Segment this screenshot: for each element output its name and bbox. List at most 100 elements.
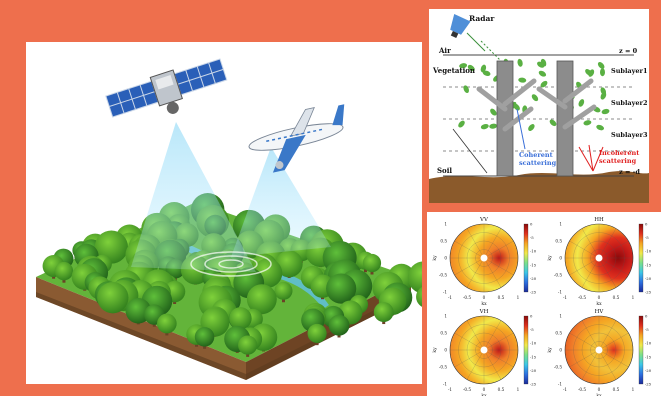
x-tick-label: -0.5 xyxy=(578,295,586,300)
x-tick-label: 0 xyxy=(598,387,601,392)
x-tick-label: -1 xyxy=(563,295,567,300)
polar-plot-title: VH xyxy=(479,309,489,315)
colorbar-tick-label: -20 xyxy=(645,368,652,373)
tree xyxy=(246,284,277,315)
x-tick-label: -1 xyxy=(448,295,452,300)
y-tick-label: 0.5 xyxy=(440,331,447,336)
leaf xyxy=(480,64,487,73)
coherent-scattering-arrow xyxy=(516,108,526,150)
tree xyxy=(307,323,327,343)
leaf xyxy=(518,77,527,83)
colorbar xyxy=(638,223,644,293)
y-axis-label: ky xyxy=(547,347,553,353)
y-tick-label: 0.5 xyxy=(555,239,562,244)
y-tick-label: -0.5 xyxy=(554,365,562,370)
colorbar-tick-label: -25 xyxy=(530,382,537,387)
tree xyxy=(54,261,74,281)
incident-wave-arrow xyxy=(466,32,486,52)
forest-illustration-panel xyxy=(26,42,422,384)
colorbar-tick-label: 0 xyxy=(645,314,648,319)
tree-trunk xyxy=(556,60,574,177)
tree xyxy=(97,282,129,314)
scattering-model-diagram: Radar Air Vegetation Soil z = 0 z = -d S… xyxy=(429,13,649,203)
colorbar-tick-label: -15 xyxy=(530,262,537,267)
polar-plots-panel: VV -1 -0.5 0 0.5 1 kx 1 0.5 0 -0.5 -1 ky 0 -5 -10 -15 -20… xyxy=(427,212,661,396)
polar-plot-hv: HV -1 -0.5 0 0.5 1 kx 1 0.5 0 -0.5 -1 ky 0 -5 -10 -15 -20… xyxy=(547,309,652,396)
colorbar-tick-label: -15 xyxy=(530,354,537,359)
tree xyxy=(416,286,422,307)
polar-plot-title: HH xyxy=(594,217,604,223)
x-axis-label: kx xyxy=(596,301,602,307)
sublayer-2-label: Sublayer2 xyxy=(611,99,648,107)
y-axis-label: ky xyxy=(432,347,438,353)
y-tick-label: 0.5 xyxy=(555,331,562,336)
colorbar xyxy=(523,315,529,385)
leaf xyxy=(583,120,592,126)
y-tick-label: -1 xyxy=(443,382,447,387)
colorbar-tick-label: -20 xyxy=(530,368,537,373)
leaf xyxy=(538,70,547,77)
leaf xyxy=(467,64,475,72)
polar-plot-title: VV xyxy=(479,217,489,223)
scattering-model-panel: Radar Air Vegetation Soil z = 0 z = -d S… xyxy=(426,6,652,206)
radar-beams xyxy=(131,122,331,277)
vegetation-label: Vegetation xyxy=(432,66,475,75)
tree xyxy=(407,261,422,294)
x-tick-label: 0 xyxy=(483,387,486,392)
tree xyxy=(157,313,177,334)
tree xyxy=(274,281,293,300)
leaf xyxy=(588,69,595,77)
sublayer-1-label: Sublayer1 xyxy=(611,67,648,75)
incoherent-scattering-arrows xyxy=(578,144,604,172)
colorbar-tick-label: 0 xyxy=(530,222,533,227)
y-axis-label: ky xyxy=(547,255,553,261)
x-tick-label: 1 xyxy=(632,295,635,300)
leaf xyxy=(480,123,489,130)
x-axis-label: kx xyxy=(481,301,487,307)
tree-trunk xyxy=(496,60,514,177)
y-tick-label: -0.5 xyxy=(439,365,447,370)
y-tick-label: 1 xyxy=(559,222,562,227)
leaf xyxy=(517,58,523,67)
x-axis-label: kx xyxy=(481,393,487,396)
tree-branches xyxy=(476,78,597,132)
y-tick-label: 0 xyxy=(559,256,562,261)
x-tick-label: 0 xyxy=(598,295,601,300)
leaf xyxy=(528,124,535,131)
colorbar-tick-label: -20 xyxy=(645,276,652,281)
x-tick-label: 1 xyxy=(517,387,520,392)
leaf xyxy=(597,62,605,69)
leaf xyxy=(458,120,465,128)
y-tick-label: 0 xyxy=(444,256,447,261)
satellite-icon xyxy=(105,58,228,118)
x-tick-label: 0.5 xyxy=(613,387,620,392)
tree xyxy=(275,250,303,278)
x-tick-label: 0.5 xyxy=(613,295,620,300)
sublayer-3-label: Sublayer3 xyxy=(611,131,648,139)
radar-icon xyxy=(450,13,471,39)
x-tick-label: -1 xyxy=(563,387,567,392)
colorbar-tick-label: -5 xyxy=(645,327,649,332)
y-tick-label: -1 xyxy=(558,290,562,295)
colorbar-tick-label: 0 xyxy=(645,222,648,227)
tree xyxy=(362,253,382,273)
incoherent-label-line1: Incoherent xyxy=(599,149,639,157)
leaf xyxy=(459,63,468,69)
coherent-label-line2: scattering xyxy=(519,159,557,167)
leaf xyxy=(490,108,497,116)
y-tick-label: 1 xyxy=(559,314,562,319)
y-tick-label: -0.5 xyxy=(439,273,447,278)
air-label: Air xyxy=(438,46,451,55)
colorbar-tick-label: -10 xyxy=(530,341,537,346)
tree xyxy=(373,302,394,323)
leaf xyxy=(540,80,548,88)
leaf xyxy=(601,108,610,115)
airplane-icon xyxy=(248,104,345,173)
x-tick-label: -0.5 xyxy=(578,387,586,392)
tree xyxy=(194,327,215,347)
y-tick-label: 1 xyxy=(444,314,447,319)
tree xyxy=(326,273,357,304)
leaf xyxy=(482,70,491,76)
leaf xyxy=(600,92,607,100)
vegetation-leaves xyxy=(458,58,610,131)
